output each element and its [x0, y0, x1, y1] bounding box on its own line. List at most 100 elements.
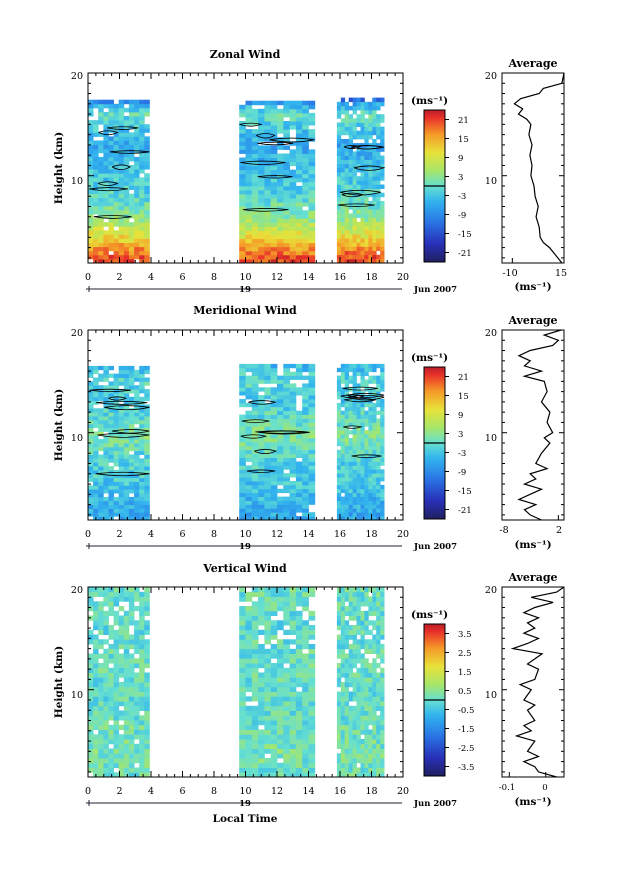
- heatmap-cell: [308, 206, 316, 211]
- heatmap-cell: [302, 434, 309, 439]
- heatmap-cell: [344, 696, 349, 702]
- heatmap-cell: [103, 587, 109, 593]
- heatmap-cell: [93, 473, 99, 479]
- heatmap-cell: [144, 148, 150, 154]
- heatmap-cell: [139, 156, 145, 162]
- heatmap-cell: [251, 153, 259, 158]
- heatmap-cell: [264, 379, 272, 384]
- heatmap-cell: [264, 125, 272, 130]
- heatmap-cell: [277, 165, 284, 171]
- heatmap-cell: [380, 492, 385, 497]
- heatmap-cell: [139, 620, 145, 626]
- heatmap-cell: [380, 234, 385, 239]
- heatmap-cell: [139, 128, 145, 133]
- heatmap-cell: [364, 591, 369, 597]
- heatmap-cell: [336, 426, 342, 431]
- heatmap-cell: [103, 181, 109, 186]
- heatmap-cell: [289, 739, 297, 745]
- heatmap-cell: [239, 762, 246, 768]
- heatmap-cell: [344, 434, 349, 439]
- heatmap-cell: [380, 445, 385, 451]
- heatmap-cell: [128, 653, 135, 659]
- heatmap-cell: [289, 748, 297, 754]
- heatmap-cell: [302, 185, 309, 191]
- heatmap-cell: [352, 469, 357, 474]
- heatmap-cell: [372, 512, 377, 517]
- heatmap-cell: [340, 399, 346, 404]
- heatmap-cell: [118, 165, 125, 170]
- heatmap-cell: [360, 720, 365, 726]
- heatmap-cell: [364, 250, 369, 256]
- heatmap-cell: [144, 185, 150, 190]
- heatmap-cell: [128, 416, 135, 421]
- heatmap-cell: [302, 198, 309, 203]
- heatmap-cell: [88, 473, 94, 479]
- heatmap-cell: [123, 169, 130, 174]
- day-label: 19: [239, 542, 251, 552]
- heatmap-cell: [258, 469, 265, 474]
- heatmap-cell: [108, 443, 114, 448]
- heatmap-cell: [103, 99, 109, 105]
- heatmap-cell: [344, 701, 349, 707]
- heatmap-cell: [364, 172, 369, 177]
- x-tick-label: 6: [179, 786, 185, 797]
- heatmap-cell: [239, 246, 246, 252]
- heatmap-cell: [93, 610, 99, 616]
- heatmap-cell: [277, 250, 284, 256]
- heatmap-cell: [103, 473, 109, 479]
- heatmap-cell: [123, 485, 130, 490]
- heatmap-cell: [251, 430, 259, 435]
- heatmap-cell: [98, 644, 104, 650]
- heatmap-cell: [376, 648, 381, 654]
- heatmap-cell: [336, 724, 342, 730]
- heatmap-cell: [340, 596, 346, 602]
- average-x-label: (ms⁻¹): [514, 281, 551, 293]
- heatmap-cell: [364, 258, 369, 264]
- heatmap-cell: [270, 610, 278, 616]
- heatmap-cell: [251, 492, 259, 497]
- heatmap-cell: [356, 720, 361, 726]
- heatmap-cell: [380, 449, 385, 455]
- heatmap-cell: [368, 606, 373, 612]
- heatmap-cell: [289, 701, 297, 707]
- heatmap-cell: [380, 363, 385, 369]
- heatmap-cell: [239, 729, 246, 735]
- heatmap-cell: [364, 438, 369, 443]
- heatmap-cell: [113, 385, 120, 390]
- heatmap-cell: [123, 120, 130, 125]
- heatmap-cell: [364, 379, 369, 384]
- heatmap-cell: [88, 373, 94, 378]
- heatmap-cell: [308, 734, 316, 740]
- heatmap-cell: [245, 629, 253, 635]
- heatmap-cell: [258, 418, 265, 423]
- heatmap-cell: [123, 423, 130, 428]
- heatmap-cell: [144, 218, 150, 223]
- heatmap-cell: [283, 391, 290, 396]
- x-tick-label: 14: [302, 786, 314, 797]
- heatmap-cell: [123, 389, 130, 394]
- heatmap-cell: [123, 734, 130, 740]
- heatmap-cell: [376, 734, 381, 740]
- heatmap-cell: [289, 214, 297, 219]
- heatmap-cell: [364, 371, 369, 376]
- heatmap-cell: [289, 234, 297, 240]
- heatmap-cell: [245, 772, 253, 778]
- heatmap-cell: [352, 639, 357, 645]
- heatmap-cell: [376, 634, 381, 640]
- heatmap-cell: [360, 753, 365, 759]
- heatmap-cell: [356, 691, 361, 697]
- heatmap-cell: [93, 392, 99, 398]
- heatmap-cell: [128, 165, 135, 170]
- heatmap-cell: [302, 133, 309, 138]
- heatmap-cell: [113, 238, 120, 243]
- heatmap-cell: [118, 173, 125, 178]
- heatmap-cell: [302, 426, 309, 431]
- heatmap-cell: [251, 371, 259, 376]
- heatmap-cell: [139, 691, 145, 697]
- heatmap-cell: [98, 691, 104, 697]
- heatmap-cell: [364, 110, 369, 115]
- heatmap-cell: [336, 188, 342, 194]
- heatmap-cell: [239, 226, 246, 231]
- heatmap-cell: [239, 591, 246, 597]
- average-profile-panel: Average 20 10 -0.1 0 (ms⁻¹): [485, 571, 565, 808]
